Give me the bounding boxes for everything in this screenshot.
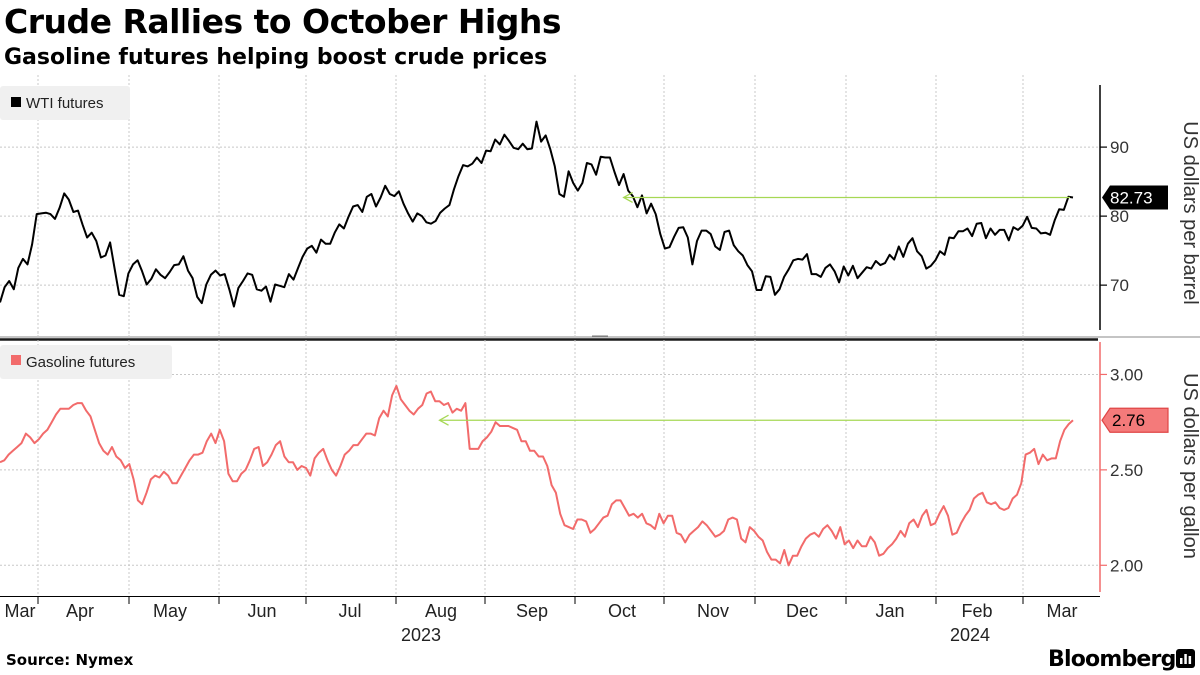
x-tick-label: Mar bbox=[5, 601, 36, 621]
x-tick-label: Mar bbox=[1047, 601, 1078, 621]
gasoline-legend bbox=[0, 345, 172, 379]
x-tick-label: Aug bbox=[425, 601, 457, 621]
y-tick-label: 90 bbox=[1110, 138, 1129, 157]
gasoline-arrow-head bbox=[438, 414, 449, 426]
wti-y-ticks: 70 80 90 bbox=[1100, 138, 1129, 295]
wti-panel: 70 80 90 82.73 WTI futures US dollars per … bbox=[0, 75, 1200, 336]
gasoline-gridlines bbox=[0, 332, 1100, 598]
x-tick-label: Jul bbox=[338, 601, 361, 621]
wti-last-value: 82.73 bbox=[1110, 188, 1153, 207]
y-tick-label: 70 bbox=[1110, 276, 1129, 295]
y-tick-label: 80 bbox=[1110, 207, 1129, 226]
chart-title: Crude Rallies to October Highs bbox=[4, 2, 562, 41]
gasoline-legend-label: Gasoline futures bbox=[26, 354, 135, 371]
gasoline-line bbox=[0, 384, 1074, 567]
wti-legend bbox=[0, 86, 130, 120]
x-tick-label: Feb bbox=[961, 601, 992, 621]
x-year-label: 2024 bbox=[950, 625, 990, 645]
wti-line bbox=[0, 120, 1074, 308]
x-tick-label: Oct bbox=[608, 601, 636, 621]
y-tick-label: 3.00 bbox=[1110, 365, 1143, 384]
wti-arrow-head bbox=[622, 191, 633, 204]
gasoline-legend-swatch bbox=[11, 355, 21, 365]
x-tick-label: May bbox=[153, 601, 187, 621]
x-axis: Mar Apr May Jun Jul Aug Sep Oct Nov Dec Jan Feb Mar 2… bbox=[0, 596, 1100, 645]
x-tick-label: Sep bbox=[516, 601, 548, 621]
x-tick-label: Apr bbox=[66, 601, 94, 621]
x-tick-label: Jan bbox=[875, 601, 904, 621]
gasoline-last-value: 2.76 bbox=[1112, 411, 1145, 430]
x-tick-label: Jun bbox=[247, 601, 276, 621]
source-note: Source: Nymex bbox=[6, 651, 134, 669]
wti-y-axis-label: US dollars per barrel bbox=[1179, 121, 1200, 304]
gasoline-y-ticks: 2.00 2.50 3.00 bbox=[1100, 365, 1143, 575]
bloomberg-logo: Bloomberg bbox=[1048, 647, 1176, 672]
y-tick-label: 2.00 bbox=[1110, 556, 1143, 575]
gasoline-panel: 2.00 2.50 3.00 2.76 Gasoline futures US do… bbox=[0, 332, 1200, 598]
gasoline-y-axis-label: US dollars per gallon bbox=[1179, 373, 1200, 559]
x-year-label: 2023 bbox=[401, 625, 441, 645]
x-tick-label: Nov bbox=[697, 601, 729, 621]
wti-legend-label: WTI futures bbox=[26, 95, 104, 112]
wti-legend-swatch bbox=[11, 97, 21, 107]
wti-gridlines bbox=[0, 75, 1100, 336]
gasoline-last-value-box bbox=[1101, 407, 1169, 433]
chart-subtitle: Gasoline futures helping boost crude pri… bbox=[4, 45, 548, 70]
wti-last-value-box bbox=[1102, 185, 1168, 210]
x-tick-label: Dec bbox=[786, 601, 818, 621]
bloomberg-terminal-icon bbox=[1176, 649, 1195, 668]
y-tick-label: 2.50 bbox=[1110, 461, 1143, 480]
